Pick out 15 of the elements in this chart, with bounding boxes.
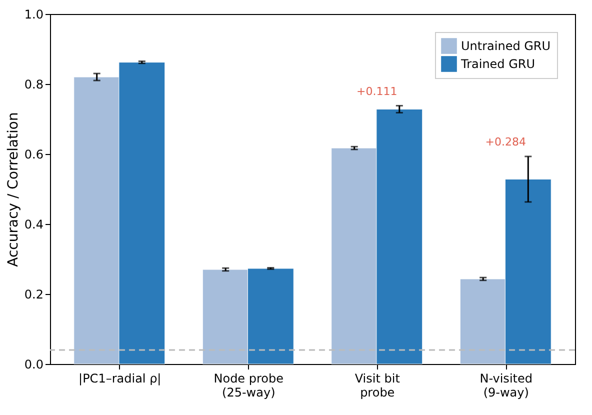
y-tick-label: 0.0 (24, 358, 44, 372)
x-tick-label: Node probe (25-way) (214, 372, 284, 400)
legend-label: Untrained GRU (461, 39, 551, 53)
x-tick-label: N-visited (9-way) (480, 372, 532, 400)
y-tick-label: 0.4 (24, 218, 44, 232)
y-tick-label: 0.2 (24, 288, 44, 302)
annotation: +0.284 (485, 136, 526, 149)
y-tick-label: 0.8 (24, 78, 44, 92)
x-tick-label: Visit bit probe (354, 372, 400, 400)
y-tick-label: 0.6 (24, 148, 44, 162)
y-axis-title: Accuracy / Correlation (5, 112, 22, 267)
y-tick-label: 1.0 (24, 8, 44, 22)
x-tick-label: |PC1–radial ρ| (78, 372, 162, 386)
annotation: +0.111 (356, 84, 398, 98)
legend-label: Trained GRU (460, 57, 536, 71)
